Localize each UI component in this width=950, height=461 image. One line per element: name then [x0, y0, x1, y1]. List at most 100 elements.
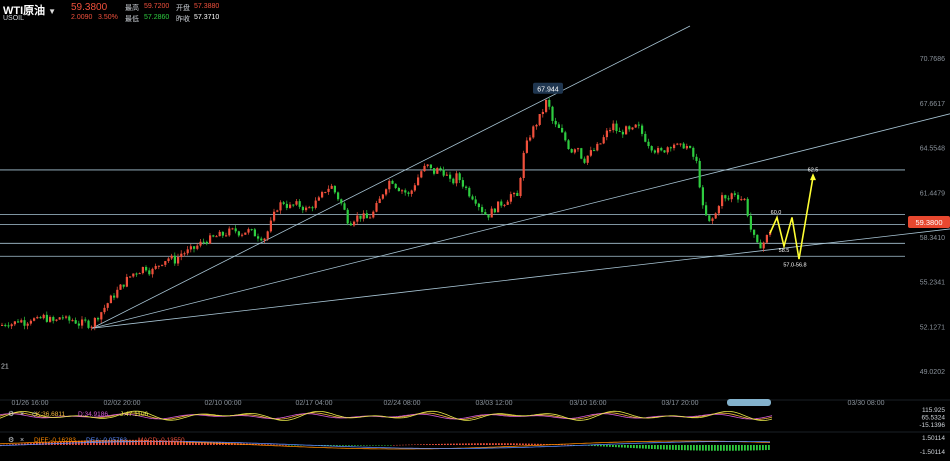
candle-body [487, 214, 490, 218]
macd-histogram-bar [411, 444, 413, 446]
candle-body [90, 326, 93, 328]
macd-histogram-bar [591, 445, 593, 446]
macd-y-tick: 1.50114 [922, 435, 945, 442]
candle-body [647, 141, 650, 147]
candle-body [279, 202, 282, 211]
macd-histogram-bar [465, 443, 467, 445]
macd-histogram-bar [192, 441, 194, 445]
macd-histogram-bar [750, 445, 752, 451]
candle-body [609, 130, 612, 132]
kdj-legend-item: J:47.1106 [120, 411, 148, 418]
instrument-selector[interactable]: WTI原油 ▼ [3, 2, 56, 18]
candle-body [113, 295, 116, 298]
macd-histogram-bar [438, 443, 440, 445]
candle-body [333, 185, 336, 193]
candle-body [538, 114, 541, 125]
x-tick-label: 03/30 08:00 [848, 400, 885, 407]
candle-body [356, 215, 359, 222]
macd-histogram-bar [543, 443, 545, 445]
macd-histogram-bar [690, 445, 692, 451]
open-label: 开盘 [176, 5, 190, 12]
candle-body [477, 203, 480, 208]
candle-body [653, 150, 656, 153]
macd-histogram-bar [519, 443, 521, 445]
macd-histogram-bar [375, 445, 377, 446]
macd-histogram-bar [348, 445, 350, 446]
candle-body [106, 303, 109, 308]
candle-body [221, 231, 224, 236]
macd-histogram-bar [189, 441, 191, 445]
macd-histogram-bar [639, 445, 641, 449]
macd-histogram-bar [660, 445, 662, 450]
candle-body [20, 320, 23, 323]
macd-histogram-bar [168, 440, 170, 445]
candle-body [564, 132, 567, 141]
candle-body [452, 178, 455, 184]
candle-body [93, 318, 96, 327]
candle-body [407, 192, 410, 194]
candle-body [183, 253, 186, 255]
candle-body [33, 318, 36, 321]
candle-body [77, 323, 80, 326]
candle-body [269, 220, 272, 232]
macd-histogram-bar [477, 443, 479, 445]
candle-body [631, 127, 634, 130]
macd-histogram-bar [729, 445, 731, 451]
candle-body [349, 223, 352, 226]
macd-histogram-bar [672, 445, 674, 450]
candle-body [417, 177, 420, 186]
macd-histogram-bar [768, 445, 770, 450]
candle-body [365, 213, 368, 219]
candle-body [330, 185, 333, 189]
candle-body [433, 168, 436, 174]
candle-body [618, 131, 621, 133]
candle-body [391, 180, 394, 184]
macd-histogram-bar [525, 443, 527, 445]
macd-histogram-bar [363, 445, 365, 446]
candle-body [340, 199, 343, 204]
macd-histogram-bar [378, 445, 380, 446]
macd-histogram-bar [666, 445, 668, 450]
macd-histogram-bar [636, 445, 638, 449]
candle-body [506, 201, 509, 205]
macd-histogram-bar [129, 439, 131, 445]
macd-histogram-bar [735, 445, 737, 451]
macd-histogram-bar [216, 442, 218, 445]
macd-histogram-bar [426, 444, 428, 445]
candle-body [570, 149, 573, 153]
macd-histogram-bar [33, 442, 35, 445]
candle-body [122, 284, 125, 287]
candle-body [625, 126, 628, 135]
candle-body [685, 145, 688, 149]
candle-body [708, 215, 711, 221]
macd-histogram-bar [732, 445, 734, 451]
candle-body [593, 150, 596, 152]
macd-histogram-bar [255, 443, 257, 445]
chevron-down-icon[interactable]: ▼ [48, 7, 57, 16]
candle-body [29, 320, 32, 324]
candle-body [721, 195, 724, 207]
candle-body [394, 183, 397, 188]
macd-histogram-bar [111, 439, 113, 445]
candle-body [346, 209, 349, 224]
candle-body [554, 120, 557, 125]
macd-histogram-bar [390, 445, 392, 446]
candle-body [260, 238, 263, 241]
candle-body [474, 199, 477, 204]
candle-body [218, 231, 221, 237]
candle-body [577, 148, 580, 150]
y-tick-label: 64.5548 [920, 146, 945, 153]
candle-body [167, 258, 170, 262]
projection-path [769, 176, 814, 260]
candle-body [740, 199, 743, 201]
candle-body [68, 316, 71, 321]
candle-body [135, 273, 138, 275]
macd-histogram-bar [132, 439, 134, 445]
candle-body [247, 229, 250, 233]
macd-histogram-bar [513, 443, 515, 445]
candle-body [525, 140, 528, 153]
macd-histogram-bar [162, 440, 164, 445]
candle-body [765, 234, 768, 243]
last-price: 59.3800 [71, 2, 108, 13]
